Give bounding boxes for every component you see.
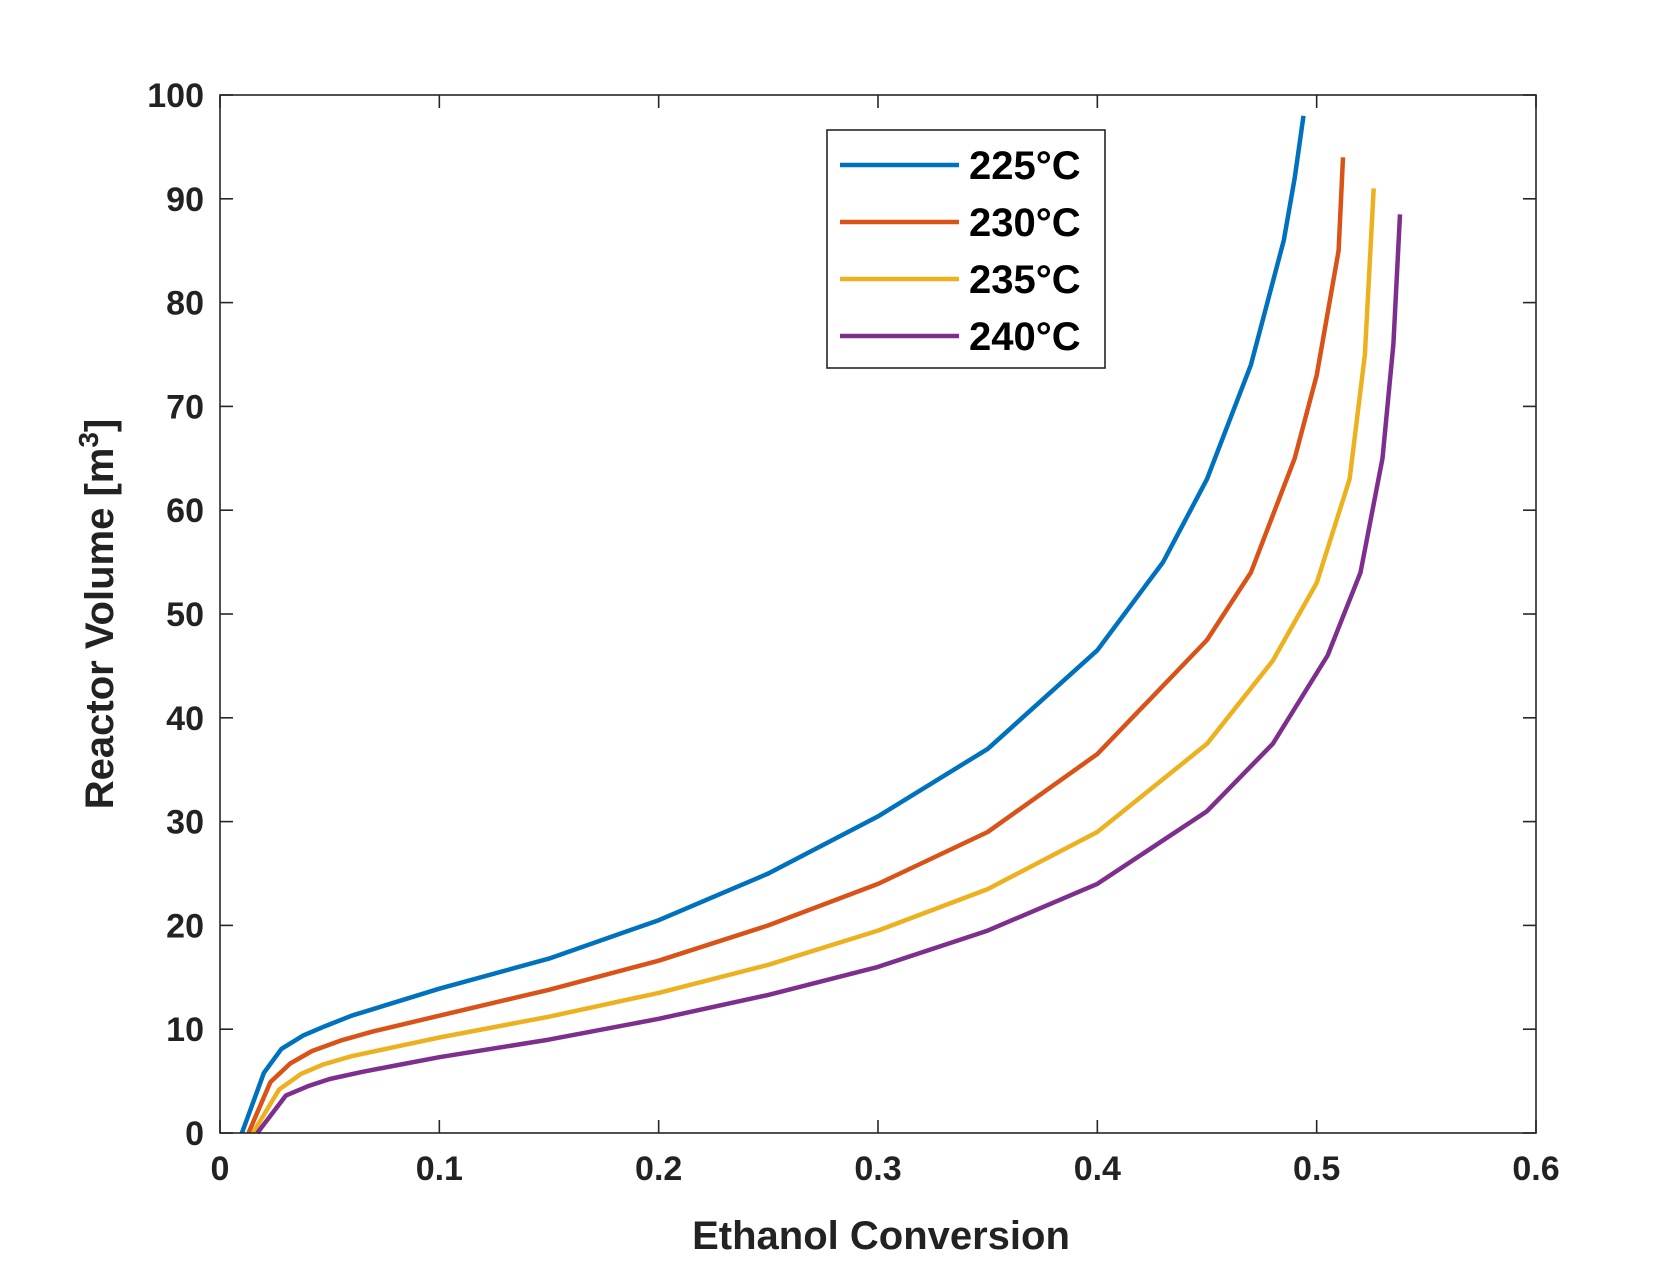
y-tick-label: 100: [147, 77, 204, 115]
plot-area: 0 0.1 0.2 0.3 0.4 0.5 0.6 0 10 20 30 40 50 60 70 80 90 10…: [147, 77, 1559, 1188]
series-line-0: [239, 115, 1306, 1134]
series-line-1: [246, 157, 1346, 1134]
x-tick-label: 0: [211, 1150, 230, 1188]
y-tick-label: 90: [166, 181, 204, 219]
x-axis-title: Ethanol Conversion: [692, 1214, 1070, 1258]
legend-label-3: 240°C: [969, 315, 1081, 359]
x-tick-label: 0.1: [416, 1150, 463, 1188]
x-tick-label: 0.4: [1074, 1150, 1121, 1188]
y-tick-label: 40: [166, 700, 204, 738]
y-tick-label: 50: [166, 596, 204, 634]
y-tick-label: 60: [166, 492, 204, 530]
legend-box: [826, 129, 1106, 369]
y-axis-title: Reactor Volume [m3]: [73, 419, 123, 809]
y-tick-label: 30: [166, 804, 204, 842]
y-tick-label: 80: [166, 285, 204, 323]
legend-label-0: 225°C: [969, 144, 1081, 188]
x-tick-label: 0.3: [854, 1150, 901, 1188]
x-tick-label: 0.2: [635, 1150, 682, 1188]
legend-label-1: 230°C: [969, 201, 1081, 245]
x-tick-label: 0.5: [1293, 1150, 1340, 1188]
series-line-2: [250, 188, 1376, 1135]
series-line-3: [255, 214, 1403, 1135]
y-tick-label: 10: [166, 1011, 204, 1049]
y-tick-label: 20: [166, 907, 204, 945]
x-tick-label: 0.6: [1512, 1150, 1559, 1188]
y-tick-label: 70: [166, 388, 204, 426]
legend-label-2: 235°C: [969, 258, 1081, 302]
y-tick-label: 0: [185, 1115, 204, 1153]
